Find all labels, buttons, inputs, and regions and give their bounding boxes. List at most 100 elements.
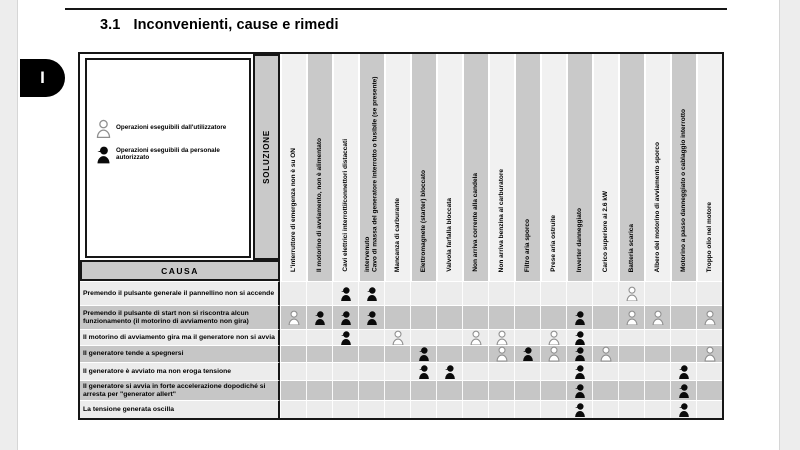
header-rule xyxy=(65,8,727,10)
matrix-cell xyxy=(670,329,696,345)
user-operation-cell xyxy=(488,345,514,362)
matrix-cell xyxy=(358,345,384,362)
matrix-cell xyxy=(540,305,566,329)
matrix-cell xyxy=(332,362,358,380)
matrix-cell xyxy=(592,281,618,305)
matrix-cell xyxy=(436,305,462,329)
matrix-cell xyxy=(280,281,306,305)
cause-label: Premendo il pulsante generale il pannell… xyxy=(80,281,280,305)
matrix-cell xyxy=(306,400,332,418)
user-outline-icon xyxy=(626,286,637,302)
user-outline-icon xyxy=(600,346,611,362)
user-operation-cell xyxy=(462,329,488,346)
column-header-label: Inverter danneggiato xyxy=(576,207,584,272)
column-header-label: Mancanza di carburante xyxy=(394,197,402,272)
matrix-cell xyxy=(514,329,540,345)
matrix-cell xyxy=(462,380,488,400)
table-row: Il generatore si avvia in forte accelera… xyxy=(80,380,722,400)
legend-item: Operazioni eseguibili da personale autor… xyxy=(96,145,245,164)
column-header-label: Prese aria ostruite xyxy=(550,215,558,272)
column-header-label: Motorino a passo danneggiato o cablaggio… xyxy=(680,109,688,272)
matrix-cell xyxy=(280,362,306,380)
solution-column-header: Non arriva benzina al carburatore xyxy=(488,54,514,281)
user-outline-icon xyxy=(704,310,715,326)
table-row: Il generatore tende a spegnersi xyxy=(80,345,722,362)
matrix-cell xyxy=(436,400,462,418)
authorized-operation-cell xyxy=(514,345,540,362)
matrix-cell xyxy=(644,281,670,305)
user-outline-icon xyxy=(496,346,507,362)
matrix-cell xyxy=(280,380,306,400)
solution-column-header: Cavi elettrici interrotti/connettori dis… xyxy=(332,54,358,281)
authorized-operation-cell xyxy=(566,362,592,380)
matrix-cell xyxy=(592,380,618,400)
matrix-cell xyxy=(540,400,566,418)
matrix-cell xyxy=(436,281,462,305)
column-header-label: L'interruttore di emergenza non è su ON xyxy=(290,148,298,272)
authorized-operation-cell xyxy=(436,362,462,380)
matrix-cell xyxy=(644,380,670,400)
technician-filled-icon xyxy=(444,365,455,379)
page-title: 3.1 Inconvenienti, cause e rimedi xyxy=(100,17,339,33)
solution-column-header: Mancanza di carburante xyxy=(384,54,410,281)
matrix-cell xyxy=(384,345,410,362)
matrix-cell xyxy=(696,329,722,345)
matrix-cell xyxy=(358,329,384,345)
legend-box: Operazioni eseguibili dall'utilizzatore … xyxy=(85,58,251,258)
authorized-operation-cell xyxy=(670,380,696,400)
user-operation-cell xyxy=(280,305,306,329)
technician-filled-icon xyxy=(97,146,110,163)
column-header-label: Filtro aria sporco xyxy=(524,218,532,272)
authorized-operation-cell xyxy=(566,329,592,345)
matrix-cell xyxy=(488,305,514,329)
authorized-operation-cell xyxy=(410,345,436,362)
matrix-cell xyxy=(306,345,332,362)
matrix-cell xyxy=(696,281,722,305)
matrix-cell xyxy=(358,380,384,400)
matrix-cell xyxy=(280,329,306,345)
matrix-cell xyxy=(644,400,670,418)
column-header-label: Troppo olio nel motore xyxy=(706,201,714,272)
cause-label: Il generatore tende a spegnersi xyxy=(80,345,280,362)
cause-label: Il generatore si avvia in forte accelera… xyxy=(80,380,280,400)
cause-label: Premendo il pulsante di start non si ris… xyxy=(80,305,280,329)
technician-filled-icon xyxy=(340,287,351,301)
user-outline-icon xyxy=(704,346,715,362)
matrix-cell xyxy=(410,305,436,329)
user-outline-icon xyxy=(392,330,403,346)
legend-item: Operazioni eseguibili dall'utilizzatore xyxy=(96,119,245,138)
matrix-cell xyxy=(540,362,566,380)
solution-column-header: Carico superiore ai 2.6 kW xyxy=(592,54,618,281)
matrix-cell xyxy=(488,362,514,380)
matrix-cell xyxy=(410,400,436,418)
user-operation-cell xyxy=(696,305,722,329)
matrix-cell xyxy=(566,281,592,305)
cause-label: Il generatore è avviato ma non eroga ten… xyxy=(80,362,280,380)
matrix-cell xyxy=(436,380,462,400)
user-operation-cell xyxy=(618,305,644,329)
solution-column-header: Cavo di massa del generatore interrotto … xyxy=(358,54,384,281)
cause-header-label: CAUSA xyxy=(161,265,199,276)
matrix-cell xyxy=(306,281,332,305)
matrix-cell xyxy=(618,329,644,345)
matrix-cell xyxy=(644,345,670,362)
technician-filled-icon xyxy=(574,384,585,398)
authorized-operation-cell xyxy=(566,345,592,362)
technician-filled-icon xyxy=(418,347,429,362)
troubleshooting-table: Operazioni eseguibili dall'utilizzatore … xyxy=(78,52,724,420)
matrix-cell xyxy=(540,380,566,400)
solution-column-header: L'interruttore di emergenza non è su ON xyxy=(280,54,306,281)
authorized-operation-cell xyxy=(358,281,384,305)
section-title: Inconvenienti, cause e rimedi xyxy=(133,17,339,33)
matrix-cell xyxy=(332,345,358,362)
user-outline-icon xyxy=(496,330,507,346)
table-row: Il motorino di avviamento gira ma il gen… xyxy=(80,329,722,346)
user-outline-icon xyxy=(470,330,481,346)
user-operation-cell xyxy=(696,345,722,362)
cause-header: CAUSA xyxy=(80,260,280,281)
user-operation-cell xyxy=(384,329,410,346)
solution-column-header: Elettromagnete (starter) bloccato xyxy=(410,54,436,281)
column-header-label: Non arriva benzina al carburatore xyxy=(498,168,506,272)
matrix-cell xyxy=(488,281,514,305)
chapter-side-tab: I xyxy=(20,59,65,97)
